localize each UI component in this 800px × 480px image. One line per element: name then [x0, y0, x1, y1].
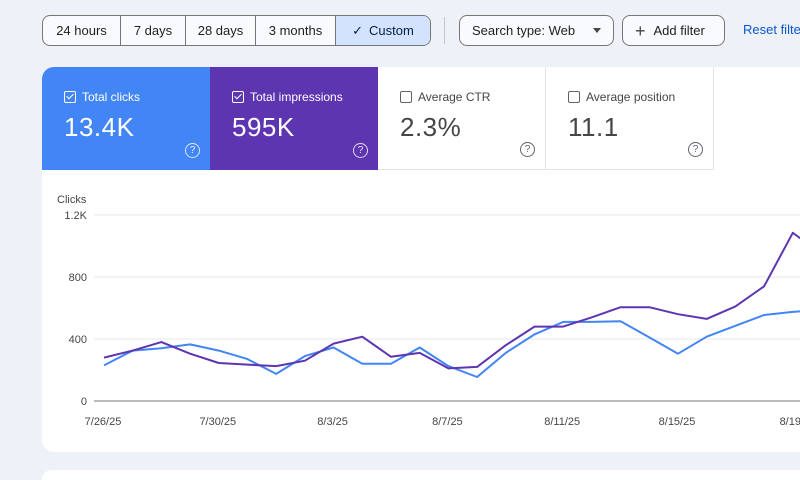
next-card	[42, 470, 800, 480]
range-label: 3 months	[268, 23, 323, 38]
toolbar: 24 hours 7 days 28 days 3 months ✓ Custo…	[0, 0, 800, 60]
metric-label: Average CTR	[418, 90, 491, 104]
help-icon[interactable]: ?	[353, 143, 368, 158]
caret-down-icon	[593, 28, 601, 33]
toolbar-divider	[444, 17, 445, 44]
add-filter-button[interactable]: + Add filter	[622, 15, 725, 46]
range-label: 28 days	[197, 23, 244, 38]
metric-label: Total clicks	[82, 90, 141, 104]
help-icon[interactable]: ?	[688, 142, 703, 157]
performance-card: Total clicks 13.4K ? Total impressions 5…	[42, 67, 800, 452]
range-7-days-button[interactable]: 7 days	[121, 16, 186, 45]
metric-label-row: Average position	[568, 90, 713, 104]
metric-total-clicks[interactable]: Total clicks 13.4K ?	[42, 67, 210, 170]
range-label: 7 days	[133, 23, 173, 38]
add-filter-label: Add filter	[653, 23, 705, 38]
checkbox-checked-icon[interactable]	[232, 91, 244, 103]
metric-value: 2.3%	[400, 112, 462, 142]
metric-total-impressions[interactable]: Total impressions 595K ?	[210, 67, 378, 170]
metric-value: 11.1	[568, 112, 619, 142]
metric-label-row: Average CTR	[400, 90, 545, 104]
metric-average-position[interactable]: Average position 11.1 ?	[546, 67, 714, 170]
metric-value: 13.4K	[64, 112, 135, 142]
checkbox-unchecked-icon[interactable]	[400, 91, 412, 103]
search-type-dropdown[interactable]: Search type: Web	[459, 15, 614, 46]
check-icon: ✓	[352, 22, 364, 38]
range-3-months-button[interactable]: 3 months	[256, 16, 336, 45]
date-range-selector: 24 hours 7 days 28 days 3 months ✓ Custo…	[42, 15, 431, 46]
checkbox-unchecked-icon[interactable]	[568, 91, 580, 103]
metric-label: Average position	[586, 90, 676, 104]
checkbox-checked-icon[interactable]	[64, 91, 76, 103]
range-label: 24 hours	[56, 23, 107, 38]
range-28-days-button[interactable]: 28 days	[186, 16, 256, 45]
metric-value: 595K	[232, 112, 295, 142]
metric-label-row: Total clicks	[64, 90, 210, 104]
range-24-hours-button[interactable]: 24 hours	[43, 16, 121, 45]
range-label: Custom	[369, 23, 414, 38]
metric-label-row: Total impressions	[232, 90, 378, 104]
reset-filters-link[interactable]: Reset filte	[743, 22, 800, 37]
help-icon[interactable]: ?	[520, 142, 535, 157]
metric-average-ctr[interactable]: Average CTR 2.3% ?	[378, 67, 546, 170]
metric-label: Total impressions	[250, 90, 343, 104]
help-icon[interactable]: ?	[185, 143, 200, 158]
range-custom-button[interactable]: ✓ Custom	[336, 16, 430, 45]
plus-icon: +	[635, 20, 646, 41]
search-type-label: Search type: Web	[472, 23, 576, 38]
